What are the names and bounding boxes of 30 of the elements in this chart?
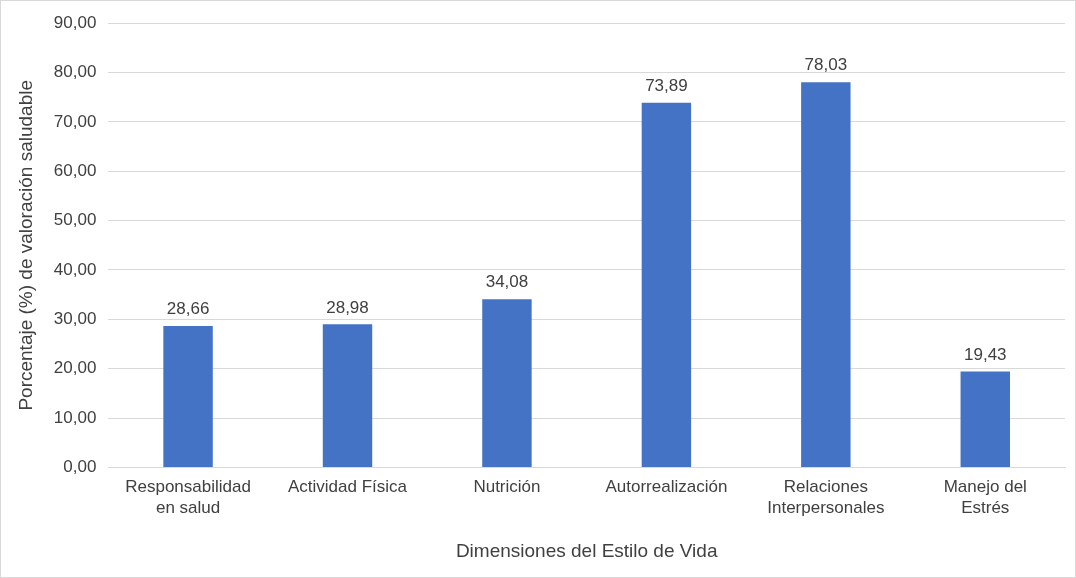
data-label: 34,08 — [485, 272, 529, 292]
data-label: 28,66 — [166, 299, 210, 319]
x-tick-label: Nutrición — [473, 477, 541, 497]
bar — [482, 299, 532, 467]
y-tick-label: 10,00 — [53, 407, 97, 427]
bar — [322, 324, 373, 467]
y-tick-label: 70,00 — [53, 111, 97, 131]
y-tick-label: 90,00 — [53, 12, 97, 32]
x-axis-title: Dimensiones del Estilo de Vida — [455, 539, 718, 561]
x-tick-label: Actividad Física — [287, 477, 408, 497]
x-tick-label: Autorrealización — [605, 477, 728, 497]
y-tick-label: 30,00 — [53, 309, 97, 329]
x-tick-label: Relaciones Interpersonales — [767, 477, 885, 517]
y-axis-title: Porcentaje (%) de valoración saludable — [14, 80, 36, 411]
y-tick-label: 40,00 — [53, 259, 97, 279]
data-label: 78,03 — [804, 55, 848, 75]
y-tick-label: 80,00 — [53, 62, 97, 82]
bar — [801, 82, 851, 467]
data-label: 19,43 — [964, 344, 1007, 364]
data-label: 73,89 — [645, 75, 688, 95]
y-tick-label: 50,00 — [53, 210, 97, 230]
x-tick-label: Responsabilidad en salud — [125, 477, 251, 517]
data-label: 28,98 — [326, 297, 369, 317]
bar — [641, 102, 692, 467]
y-tick-label: 0,00 — [63, 457, 97, 477]
x-tick-label: Manejo del Estrés — [943, 477, 1027, 517]
bar — [163, 325, 213, 467]
y-tick-label: 20,00 — [53, 358, 97, 378]
bar — [960, 371, 1010, 467]
y-tick-label: 60,00 — [53, 160, 97, 180]
